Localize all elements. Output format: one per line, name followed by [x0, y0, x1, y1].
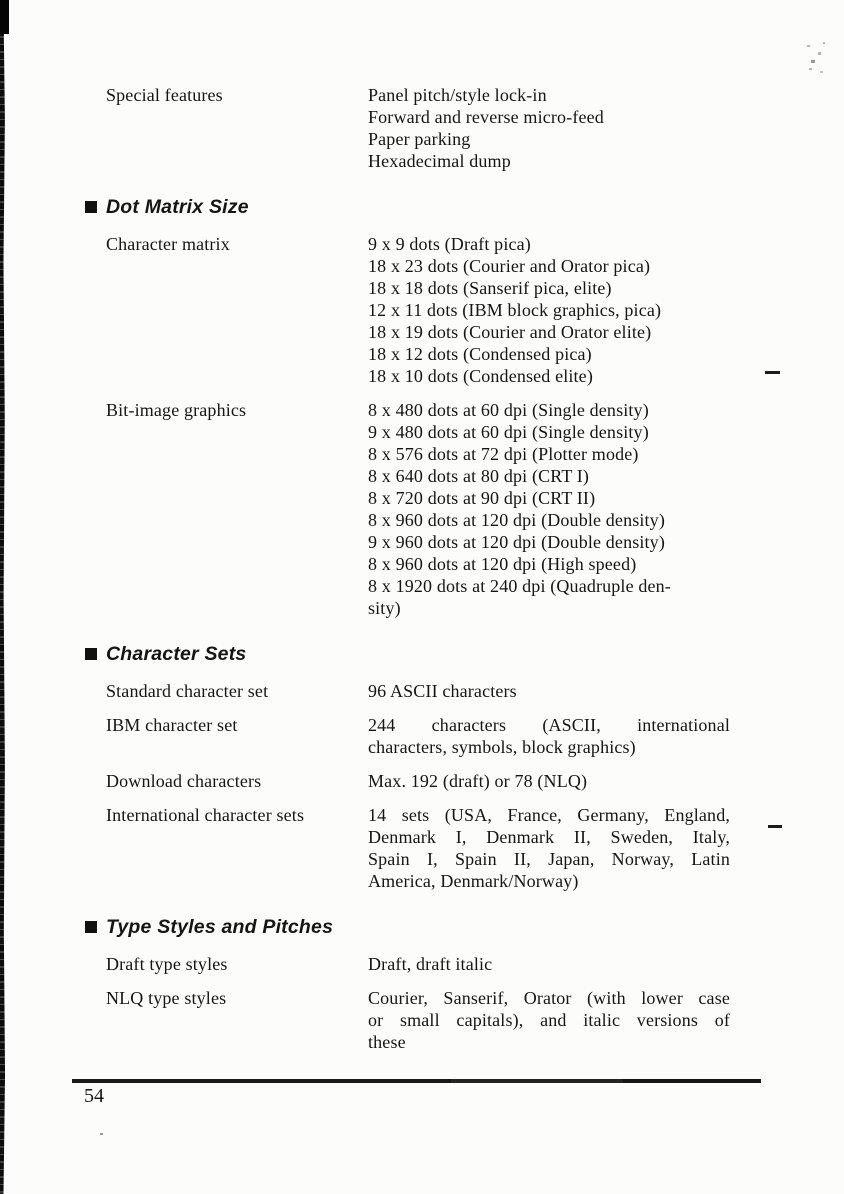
section-heading-label: Character Sets — [106, 643, 247, 665]
spec-term: Special features — [106, 85, 223, 105]
spec-value-line: Courier, Sanserif, Orator (with lower ca… — [368, 988, 730, 1008]
spec-row: Download characters Max. 192 (draft) or 7… — [85, 770, 730, 792]
scan-noise — [820, 71, 823, 73]
spec-row: NLQ type styles Courier, Sanserif, Orator… — [85, 987, 730, 1053]
book-binding-edge-top — [0, 0, 9, 34]
spec-value-line: sity) — [368, 598, 401, 618]
specification-list: Special features Panel pitch/style lock-i… — [85, 84, 730, 1065]
spec-value: Draft, draft italic — [368, 953, 730, 975]
spec-row: Character matrix 9 x 9 dots (Draft pica) 1… — [85, 233, 730, 387]
spec-value-line: 8 x 640 dots at 80 dpi (CRT I) — [368, 466, 590, 486]
spec-value: 14 sets (USA, France, Germany, England, D… — [368, 804, 730, 892]
spec-value-line: 14 sets (USA, France, Germany, England, — [368, 805, 730, 825]
section-heading: Character Sets — [85, 641, 730, 667]
spec-value-line: 8 x 1920 dots at 240 dpi (Quadruple den- — [368, 576, 671, 596]
spec-value: Max. 192 (draft) or 78 (NLQ) — [368, 770, 730, 792]
spec-value: Courier, Sanserif, Orator (with lower ca… — [368, 987, 730, 1053]
spec-value-line: Spain I, Spain II, Japan, Norway, Latin — [368, 849, 730, 869]
spec-value: 8 x 480 dots at 60 dpi (Single density) 9… — [368, 399, 730, 619]
spec-value-line: 18 x 12 dots (Condensed pica) — [368, 344, 592, 364]
spec-term: Character matrix — [106, 234, 230, 254]
spec-value: Panel pitch/style lock-in Forward and rev… — [368, 84, 730, 172]
spec-value-line: 244 characters (ASCII, international — [368, 715, 730, 735]
spec-row: Bit-image graphics 8 x 480 dots at 60 dpi… — [85, 399, 730, 619]
spec-value: 96 ASCII characters — [368, 680, 730, 702]
scan-noise — [823, 42, 825, 44]
spec-row: Draft type styles Draft, draft italic — [85, 953, 730, 975]
scan-noise — [811, 60, 815, 63]
scan-noise — [809, 68, 812, 70]
spec-value-line: Draft, draft italic — [368, 954, 493, 974]
section-heading-label: Dot Matrix Size — [106, 196, 249, 218]
spec-value-line: 18 x 19 dots (Courier and Orator elite) — [368, 322, 652, 342]
book-binding-edge — [0, 0, 7, 1194]
spec-value-line: 8 x 720 dots at 90 dpi (CRT II) — [368, 488, 596, 508]
spec-row: Special features Panel pitch/style lock-i… — [85, 84, 730, 172]
spec-term: Download characters — [106, 771, 262, 791]
spec-row: IBM character set 244 characters (ASCII, … — [85, 714, 730, 758]
section-heading-label: Type Styles and Pitches — [106, 916, 334, 938]
spec-value-line: 9 x 9 dots (Draft pica) — [368, 234, 531, 254]
spec-value-line: Max. 192 (draft) or 78 (NLQ) — [368, 771, 588, 791]
spec-value-line: or small capitals), and italic versions … — [368, 1010, 730, 1030]
spec-value-line: America, Denmark/Norway) — [368, 871, 579, 891]
spec-term: International character sets — [106, 805, 305, 825]
spec-row: International character sets 14 sets (USA… — [85, 804, 730, 892]
page-number: 54 — [84, 1085, 104, 1107]
section-heading: Type Styles and Pitches — [85, 914, 730, 940]
section-heading: Dot Matrix Size — [85, 194, 730, 220]
square-bullet-icon — [85, 648, 97, 660]
spec-value-line: 12 x 11 dots (IBM block graphics, pica) — [368, 300, 662, 320]
spec-value-line: 8 x 576 dots at 72 dpi (Plotter mode) — [368, 444, 639, 464]
spec-row: Standard character set 96 ASCII character… — [85, 680, 730, 702]
scan-noise — [100, 1133, 103, 1135]
square-bullet-icon — [85, 921, 97, 933]
spec-value-line: characters, symbols, block graphics) — [368, 737, 636, 757]
spec-value-line: 9 x 480 dots at 60 dpi (Single density) — [368, 422, 649, 442]
square-bullet-icon — [85, 201, 97, 213]
spec-value: 9 x 9 dots (Draft pica) 18 x 23 dots (Cou… — [368, 233, 730, 387]
spec-value-line: Paper parking — [368, 129, 471, 149]
spec-term: Bit-image graphics — [106, 400, 247, 420]
spec-value-line: Forward and reverse micro-feed — [368, 107, 604, 127]
margin-dash-mark — [768, 825, 782, 828]
spec-term: Standard character set — [106, 681, 269, 701]
spec-value-line: Panel pitch/style lock-in — [368, 85, 547, 105]
spec-value-line: 8 x 960 dots at 120 dpi (High speed) — [368, 554, 637, 574]
spec-value-line: 18 x 23 dots (Courier and Orator pica) — [368, 256, 651, 276]
spec-value-line: 18 x 18 dots (Sanserif pica, elite) — [368, 278, 612, 298]
spec-value-line: 9 x 960 dots at 120 dpi (Double density) — [368, 532, 665, 552]
spec-value-line: Denmark I, Denmark II, Sweden, Italy, — [368, 827, 730, 847]
spec-value-line: 18 x 10 dots (Condensed elite) — [368, 366, 593, 386]
spec-value: 244 characters (ASCII, international char… — [368, 714, 730, 758]
spec-term: IBM character set — [106, 715, 238, 735]
spec-value-line: these — [368, 1032, 406, 1052]
spec-value-line: Hexadecimal dump — [368, 151, 511, 171]
footer-rule — [72, 1079, 761, 1083]
spec-value-line: 8 x 960 dots at 120 dpi (Double density) — [368, 510, 665, 530]
spec-term: NLQ type styles — [106, 988, 227, 1008]
margin-dash-mark — [765, 371, 780, 374]
scan-noise — [807, 45, 810, 47]
spec-term: Draft type styles — [106, 954, 228, 974]
spec-value-line: 96 ASCII characters — [368, 681, 517, 701]
spec-value-line: 8 x 480 dots at 60 dpi (Single density) — [368, 400, 649, 420]
scan-noise — [818, 52, 821, 55]
